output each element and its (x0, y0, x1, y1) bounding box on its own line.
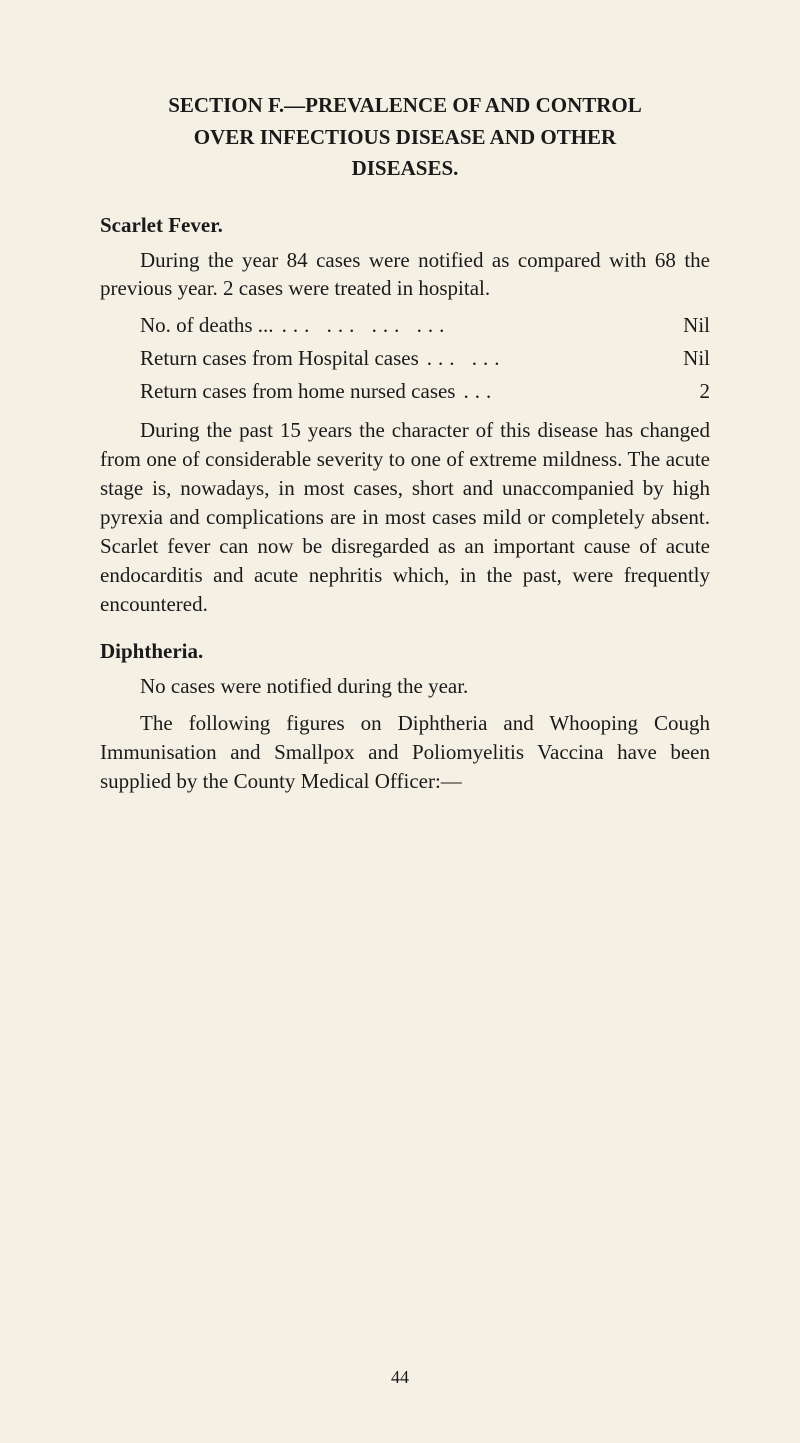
scarlet-fever-body: During the past 15 years the character o… (100, 416, 710, 619)
stat-row-deaths: No. of deaths ... ... ... ... ... Nil (100, 311, 710, 340)
stat-label: Return cases from Hospital cases (140, 344, 419, 373)
stat-dots: ... (455, 377, 660, 406)
diphtheria-para-1: No cases were notified during the year. (100, 672, 710, 701)
diphtheria-heading: Diphtheria. (100, 639, 710, 664)
title-line-3: DISEASES. (352, 156, 459, 180)
diphtheria-para-2: The following figures on Diphtheria and … (100, 709, 710, 796)
stat-label: Return cases from home nursed cases (140, 377, 455, 406)
stat-row-home: Return cases from home nursed cases ... … (100, 377, 710, 406)
stat-dots: ... ... ... ... (274, 311, 660, 340)
title-line-2: OVER INFECTIOUS DISEASE AND OTHER (194, 125, 616, 149)
stat-value: Nil (660, 344, 710, 373)
scarlet-fever-heading: Scarlet Fever. (100, 213, 710, 238)
stat-dots: ... ... (419, 344, 660, 373)
stat-value: 2 (660, 377, 710, 406)
stat-value: Nil (660, 311, 710, 340)
scarlet-fever-intro: During the year 84 cases were notified a… (100, 246, 710, 304)
title-line-1: SECTION F.—PREVALENCE OF AND CONTROL (168, 93, 642, 117)
page-number: 44 (391, 1367, 409, 1388)
stat-row-hospital: Return cases from Hospital cases ... ...… (100, 344, 710, 373)
stat-label: No. of deaths ... (140, 311, 274, 340)
section-title: SECTION F.—PREVALENCE OF AND CONTROL OVE… (100, 90, 710, 185)
